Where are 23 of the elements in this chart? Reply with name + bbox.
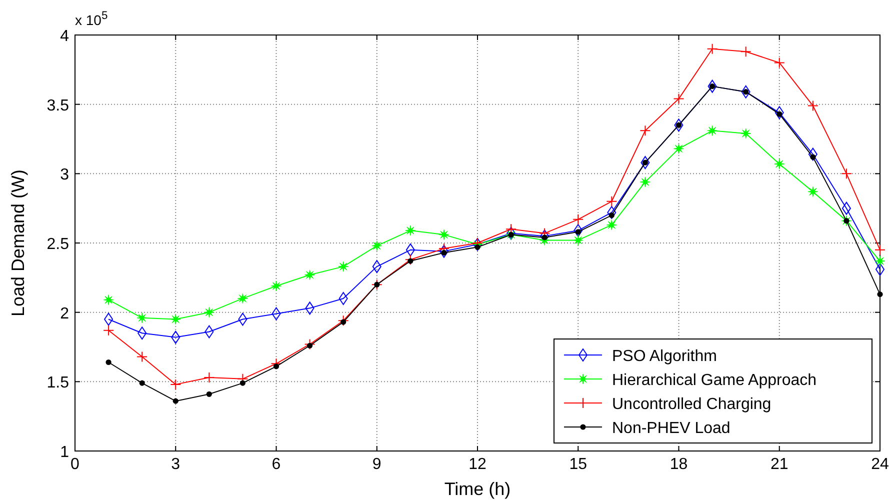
x-tick-label: 24 xyxy=(871,456,889,473)
x-tick-label: 18 xyxy=(670,456,688,473)
y-tick-label: 2 xyxy=(60,305,70,322)
x-tick-label: 3 xyxy=(171,456,180,473)
y-tick-label: 4 xyxy=(60,28,70,45)
y-tick-label: 2.5 xyxy=(46,236,70,253)
legend-label: Uncontrolled Charging xyxy=(612,396,772,413)
text: x 10$^{5}$ xyxy=(75,10,108,28)
y-axis-title: Load Demand (W) xyxy=(8,169,28,317)
y-tick-label: 1.5 xyxy=(46,374,70,392)
x-tick-label: 0 xyxy=(70,456,80,473)
legend-label: PSO Algorithm xyxy=(612,348,717,365)
x-axis-title: Time (h) xyxy=(444,479,511,499)
x-tick-label: 9 xyxy=(372,456,382,473)
legend-label: Hierarchical Game Approach xyxy=(612,372,817,389)
x-tick-label: 12 xyxy=(468,456,486,473)
x-tick-label: 15 xyxy=(569,456,588,473)
y-tick-label: 3 xyxy=(60,166,70,184)
x-tick-label: 6 xyxy=(272,456,281,473)
y-tick-label: 3.5 xyxy=(46,97,70,114)
legend-label: Non-PHEV Load xyxy=(612,420,730,437)
x-tick-label: 21 xyxy=(770,456,788,473)
y-tick-label: 1 xyxy=(60,444,70,461)
